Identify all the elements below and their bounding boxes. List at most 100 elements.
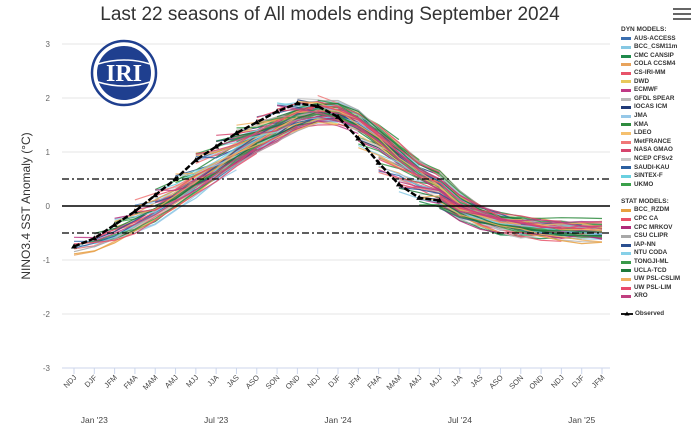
observed-point	[233, 130, 240, 136]
legend-item-sintex-f[interactable]: SINTEX-F	[621, 172, 700, 181]
legend-label: NASA GMAO	[634, 146, 673, 154]
observed-point	[375, 159, 382, 165]
observed-point	[314, 103, 321, 109]
y-tick-label: 2	[46, 94, 51, 103]
legend-swatch	[621, 88, 631, 92]
legend-label: LDEO	[634, 129, 652, 137]
legend-label: GFDL SPEAR	[634, 94, 675, 102]
legend-label: IAP-NN	[634, 240, 656, 248]
legend-item-nasa-gmao[interactable]: NASA GMAO	[621, 146, 700, 155]
legend-item-csu-clipr[interactable]: CSU CLIPR	[621, 232, 700, 241]
legend-item-kma[interactable]: KMA	[621, 121, 700, 130]
legend-label: NCEP CFSv2	[634, 154, 673, 162]
x-tick-label: NDJ	[62, 373, 79, 390]
forecast-line	[439, 205, 603, 239]
iri-logo: IRI	[90, 39, 158, 107]
y-axis-label: NINO3.4 SST Anomaly (°C)	[19, 132, 33, 279]
legend-label: JMA	[634, 111, 648, 119]
observed-point	[172, 176, 179, 181]
legend-swatch	[621, 45, 631, 49]
legend-swatch	[621, 140, 631, 144]
x-tick-label: NDJ	[305, 373, 322, 390]
forecast-lines	[73, 94, 603, 256]
legend-item-gfdl-spear[interactable]: GFDL SPEAR	[621, 95, 700, 104]
legend-item-bcc-rzdm[interactable]: BCC_RZDM	[621, 206, 700, 215]
reference-lines	[62, 178, 610, 234]
legend-item-uw-psl-cslim[interactable]: UW PSL-CSLIM	[621, 275, 700, 284]
legend-swatch	[621, 131, 631, 135]
legend-item-ldeo[interactable]: LDEO	[621, 129, 700, 138]
legend-item-jma[interactable]: JMA	[621, 112, 700, 121]
legend-item-iocas-icm[interactable]: IOCAS ICM	[621, 103, 700, 112]
y-tick-label: -1	[43, 256, 51, 265]
observed-legend-marker	[621, 311, 633, 316]
y-tick-label: 3	[46, 40, 51, 49]
x-month-label: Jan '23	[81, 415, 108, 425]
legend-label: BCC_CSM11m	[634, 43, 678, 51]
legend-label: Observed	[635, 309, 665, 317]
legend-item-ncep-cfsv2[interactable]: NCEP CFSv2	[621, 155, 700, 164]
observed-point	[416, 194, 423, 200]
x-tick-label: DJF	[83, 373, 99, 389]
legend-item-cmc-cansip[interactable]: CMC CANSIP	[621, 52, 700, 61]
legend-item-cs-iri-mm[interactable]: CS-IRI-MM	[621, 69, 700, 78]
observed-point	[91, 235, 98, 241]
forecast-line	[155, 121, 318, 207]
x-month-label: Jan '24	[324, 415, 351, 425]
legend-item-iap-nn[interactable]: IAP-NN	[621, 241, 700, 250]
forecast-line	[439, 197, 603, 224]
legend-label: CPC MRKOV	[634, 223, 673, 231]
legend-swatch	[621, 183, 631, 187]
legend-label: BCC_RZDM	[634, 206, 670, 214]
x-tick-label: ASO	[244, 373, 262, 391]
legend-item-ntu-coda[interactable]: NTU CODA	[621, 249, 700, 258]
legend-item-dwd[interactable]: DWD	[621, 78, 700, 87]
legend-item-ukmo[interactable]: UKMO	[621, 181, 700, 190]
x-tick-label: MJJ	[428, 373, 444, 389]
legend-label: CS-IRI-MM	[634, 68, 666, 76]
x-tick-label: JFM	[590, 373, 607, 390]
legend-swatch	[621, 235, 631, 239]
x-tick-label: FMA	[365, 373, 383, 391]
legend-item-aus-access[interactable]: AUS-ACCESS	[621, 35, 700, 44]
legend-swatch	[621, 123, 631, 127]
observed-point	[274, 108, 281, 114]
legend-label: TONGJI-ML	[634, 258, 669, 266]
x-tick-label: OND	[284, 373, 303, 392]
legend-item-observed[interactable]: Observed	[621, 310, 700, 319]
logo-text: IRI	[106, 61, 142, 87]
x-month-label: Jul '23	[204, 415, 229, 425]
legend-item-xro[interactable]: XRO	[621, 292, 700, 301]
x-tick-label: FMA	[122, 373, 140, 391]
legend-item-cola-ccsm4[interactable]: COLA CCSM4	[621, 60, 700, 69]
legend-label: XRO	[634, 292, 648, 300]
legend-label: CMC CANSIP	[634, 51, 674, 59]
legend-item-metfrance[interactable]: MetFRANCE	[621, 138, 700, 147]
observed-point	[213, 143, 220, 149]
legend-swatch	[621, 226, 631, 230]
legend-label: IOCAS ICM	[634, 103, 668, 111]
forecast-line	[337, 107, 501, 214]
legend-item-saudi-kau[interactable]: SAUDI-KAU	[621, 164, 700, 173]
observed-point	[335, 113, 341, 119]
legend-label: COLA CCSM4	[634, 60, 676, 68]
legend-item-cpc-mrkov[interactable]: CPC MRKOV	[621, 224, 700, 233]
legend-item-ucla-tcd[interactable]: UCLA-TCD	[621, 267, 700, 276]
legend-item-tongji-ml[interactable]: TONGJI-ML	[621, 258, 700, 267]
legend-item-cpc-ca[interactable]: CPC CA	[621, 215, 700, 224]
legend-item-ecmwf[interactable]: ECMWF	[621, 86, 700, 95]
model-series-uw-psl-lim	[73, 104, 603, 245]
hamburger-menu-icon[interactable]	[672, 6, 692, 22]
legend-item-bcc-csm11m[interactable]: BCC_CSM11m	[621, 43, 700, 52]
legend-swatch	[621, 286, 631, 290]
legend-swatch	[621, 97, 631, 101]
x-tick-label: MAM	[141, 373, 160, 392]
legend-swatch	[621, 157, 631, 161]
y-tick-label: -2	[43, 310, 51, 319]
legend-swatch	[621, 269, 631, 273]
legend-swatch	[621, 295, 631, 299]
x-tick-label: SON	[264, 373, 282, 391]
legend-item-uw-psl-lim[interactable]: UW PSL-LIM	[621, 284, 700, 293]
x-tick-label: MJJ	[184, 373, 200, 389]
